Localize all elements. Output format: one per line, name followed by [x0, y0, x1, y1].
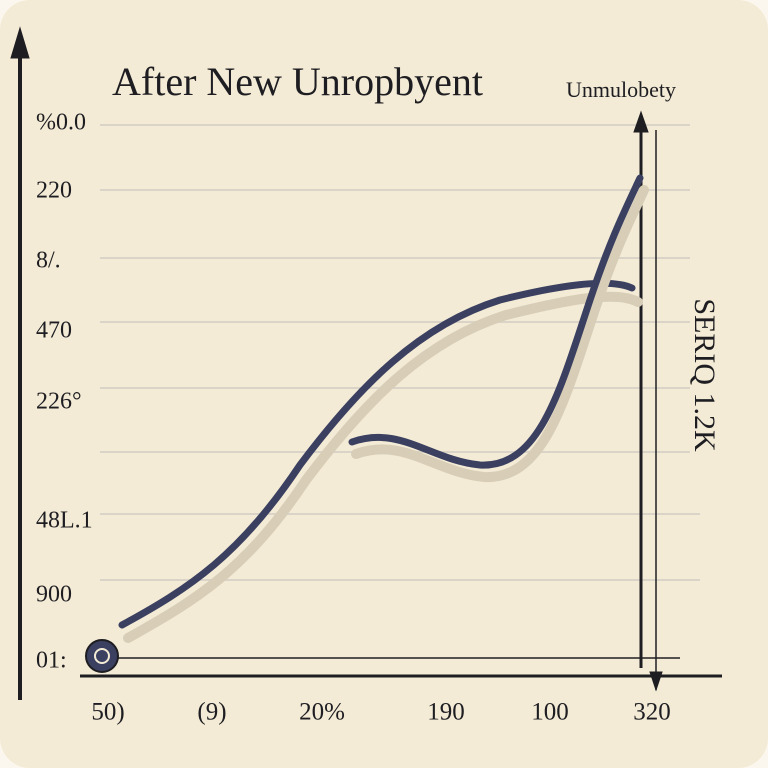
y-label: 48L.1 — [36, 508, 93, 534]
y-label: 8/. — [36, 248, 61, 274]
y-label: 226° — [36, 389, 82, 415]
y-label: 900 — [36, 582, 72, 608]
x-label: 190 — [427, 699, 465, 726]
y-labels: %0.0 220 8/. 470 226° 48L.1 900 01: — [36, 110, 93, 674]
x-label: (9) — [197, 699, 226, 726]
curves — [85, 174, 649, 673]
corner-label: Unmulobety — [566, 77, 676, 102]
x-label: 100 — [531, 699, 569, 726]
x-label: 50) — [91, 699, 124, 726]
x-label: 20% — [299, 699, 345, 726]
y-label: 220 — [36, 178, 72, 204]
y-label: 01: — [36, 648, 67, 674]
y-label: 470 — [36, 318, 72, 344]
side-label: SERIQ 1.2K — [688, 298, 721, 452]
x-labels: 50) (9) 20% 190 100 320 — [91, 699, 670, 726]
y-label: %0.0 — [36, 110, 86, 136]
axes — [10, 26, 722, 700]
title: After New Unropbyent — [112, 59, 483, 104]
x-label: 320 — [633, 699, 671, 726]
